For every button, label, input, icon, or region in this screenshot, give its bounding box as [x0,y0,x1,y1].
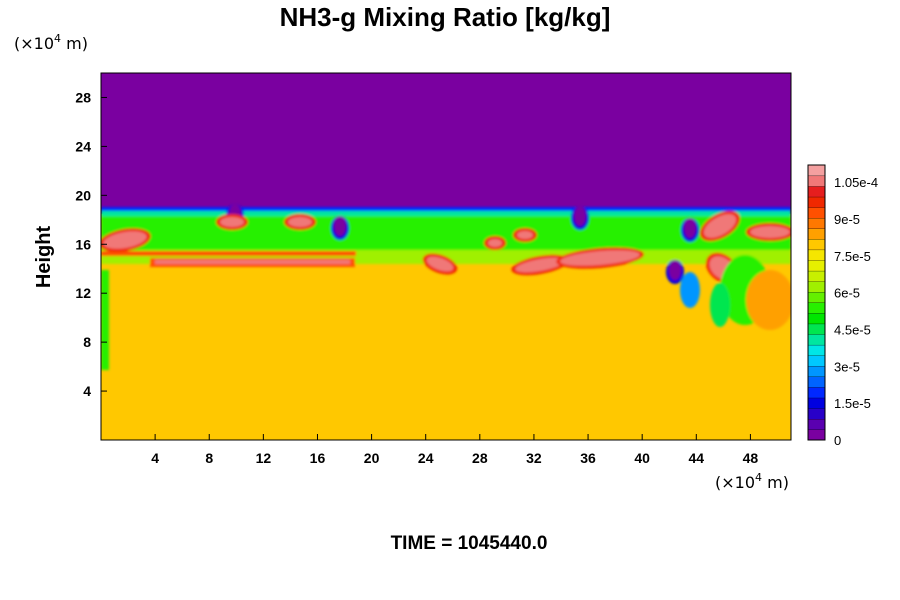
chart-title: NH3-g Mixing Ratio [kg/kg] [280,2,611,32]
y-tick-label: 8 [83,334,91,350]
colorbar-swatch [807,238,826,251]
time-label: TIME = 1045440.0 [391,533,548,554]
x-tick-label: 20 [364,450,380,466]
colorbar-tick-label: 4.5e-5 [834,323,871,338]
colorbar-swatch [807,408,826,420]
x-tick-label: 32 [526,450,542,466]
y-tick-label: 12 [75,285,91,301]
x-tick-label: 36 [580,450,596,466]
colorbar-swatch [807,312,826,325]
colorbar-swatch [807,186,826,198]
colorbar-tick-label: 6e-5 [834,286,860,301]
x-tick-label: 12 [256,450,272,466]
colorbar-swatch [807,217,826,229]
x-tick-label: 16 [310,450,326,466]
y-axis-label: Height [33,226,55,289]
colorbar-tick-label: 7.5e-5 [834,249,871,264]
x-tick-label: 28 [472,450,488,466]
colorbar-swatch [807,334,826,346]
colorbar-tick-label: 1.05e-4 [834,175,878,190]
colorbar-swatch [807,365,826,377]
colorbar-swatch [807,302,826,314]
y-tick-label: 24 [75,138,91,154]
colorbar-tick-label: 1.5e-5 [834,396,871,411]
plot-frame [100,72,792,441]
y-tick-label: 20 [75,187,91,203]
heatmap-background-upper [101,73,791,214]
x-tick-label: 4 [151,450,159,466]
x-tick-label: 40 [634,450,650,466]
y-tick-label: 4 [83,383,91,399]
colorbar-swatch [807,323,826,335]
colorbar-swatch [807,196,826,208]
x-axis-ticks: 4 8 12 16 20 24 28 32 36 40 44 48 [151,434,758,466]
colorbar-swatch [807,260,826,272]
colorbar-swatch [807,429,826,441]
colorbar-swatch [807,175,826,187]
colorbar-ticks: 0 1.5e-5 3e-5 4.5e-5 6e-5 7.5e-5 9e-5 1.05e-4 [834,175,878,448]
colorbar-swatch [807,376,826,388]
y-tick-label: 16 [75,236,91,252]
colorbar-swatch [807,344,826,356]
x-tick-label: 44 [689,450,705,466]
colorbar-swatch [807,281,826,293]
x-tick-label: 24 [418,450,434,466]
colorbar-swatch [807,228,826,240]
colorbar [807,164,826,441]
y-tick-label: 28 [75,89,91,105]
colorbar-swatch [807,418,826,430]
x-axis-unit: (×104 m) [715,471,789,492]
colorbar-swatch [807,291,826,303]
colorbar-swatch [807,270,826,282]
colorbar-tick-label: 3e-5 [834,359,860,374]
colorbar-swatch [807,164,826,177]
y-axis-ticks: 4 8 12 16 20 24 28 [75,89,107,399]
heatmap-plot-area [101,73,791,440]
colorbar-swatch [807,386,826,399]
colorbar-tick-label: 9e-5 [834,212,860,227]
x-tick-label: 48 [743,450,759,466]
x-tick-label: 8 [205,450,213,466]
colorbar-tick-label: 0 [834,433,841,448]
colorbar-swatch [807,355,826,367]
y-axis-unit: (×104 m) [14,32,88,53]
colorbar-swatch [807,397,826,409]
colorbar-swatch [807,249,826,261]
colorbar-swatch [807,207,826,219]
